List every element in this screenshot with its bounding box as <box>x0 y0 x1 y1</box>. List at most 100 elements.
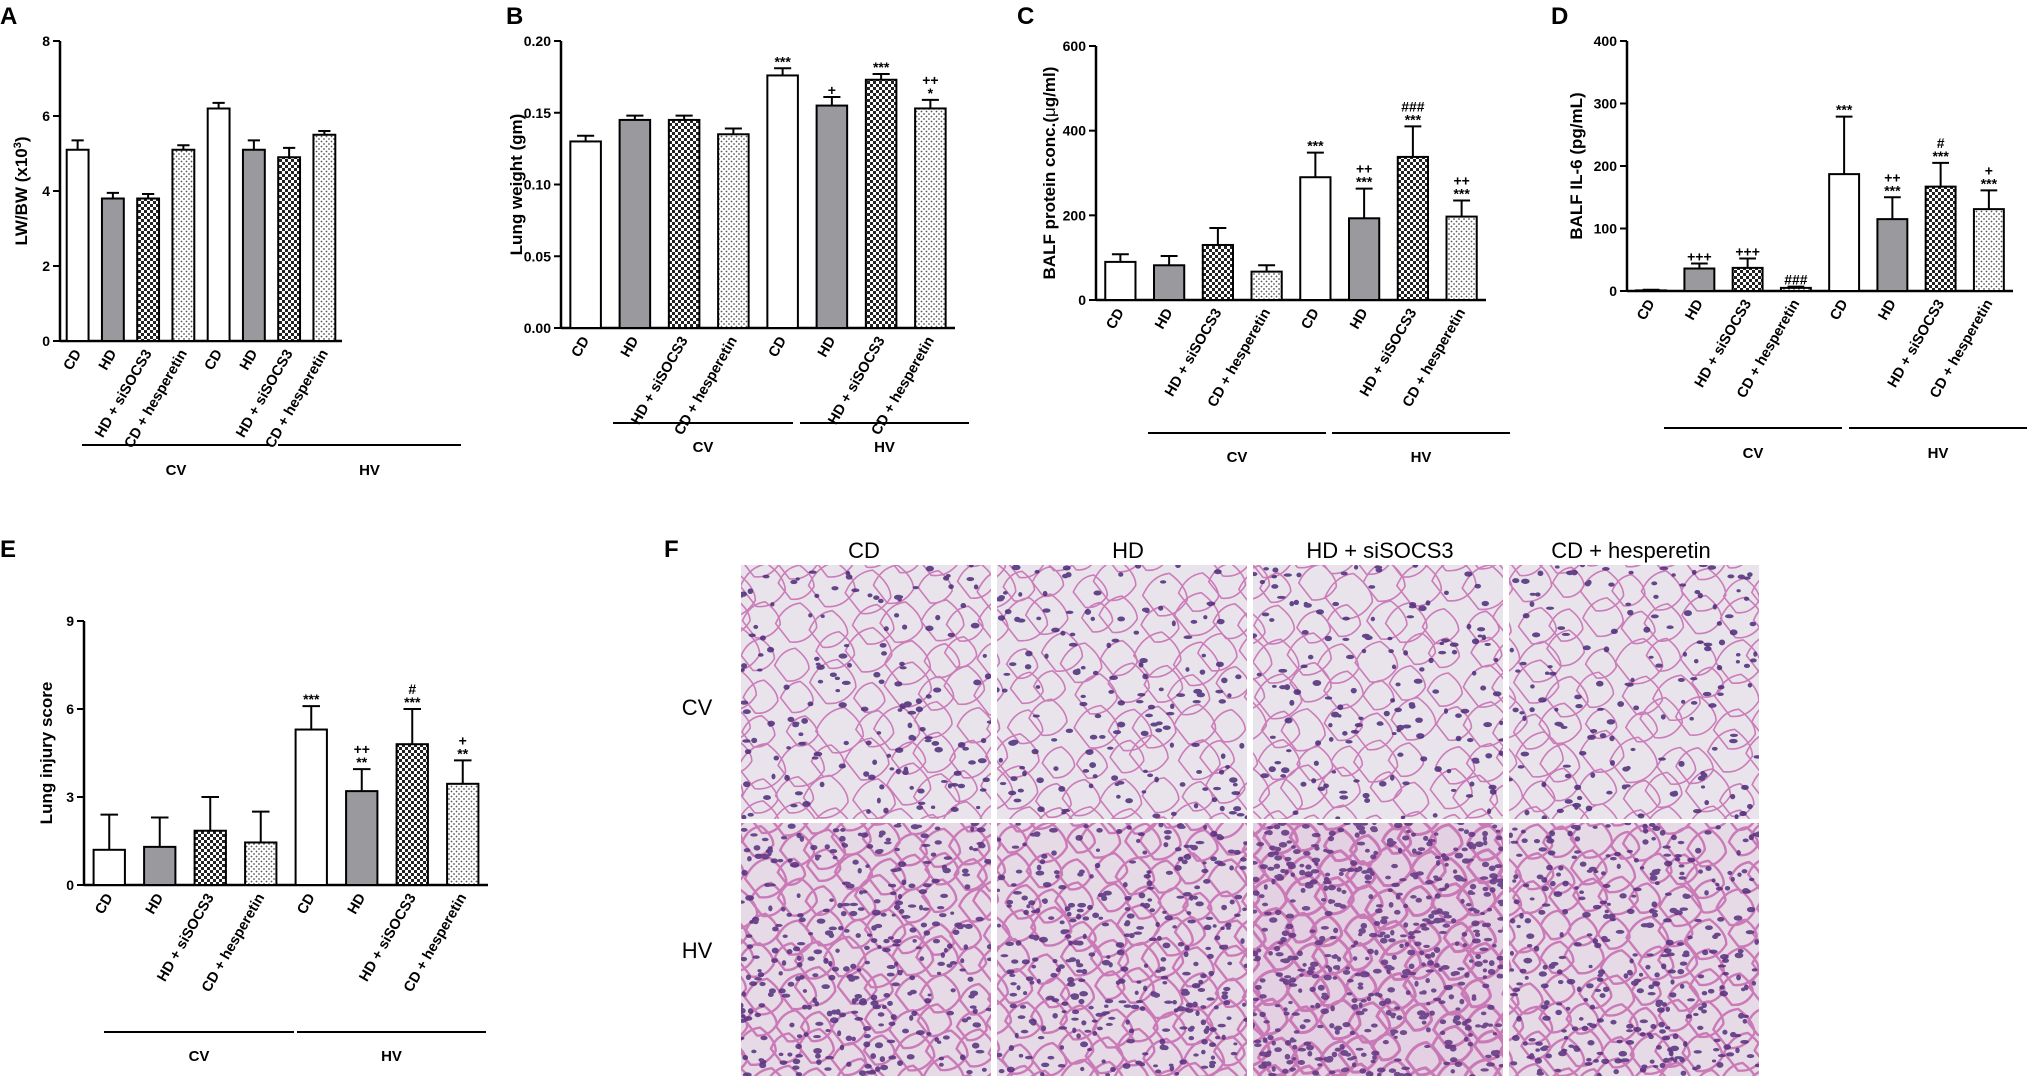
histology-row-label: CV <box>682 695 713 720</box>
y-tick-label: 0.05 <box>524 248 551 264</box>
bar <box>171 148 196 342</box>
x-tick-label: HD <box>237 347 261 373</box>
micrograph-grid <box>741 565 1759 1076</box>
bar <box>1104 260 1137 301</box>
alveolar-walls <box>741 823 991 1076</box>
x-tick-label: HD <box>1876 297 1900 323</box>
y-tick-label: 9 <box>66 613 74 629</box>
bar <box>1299 176 1332 302</box>
group-label: CV <box>166 462 187 479</box>
micrograph-tile <box>741 565 991 819</box>
x-tick-label: CD <box>92 891 116 917</box>
bar <box>569 140 602 329</box>
x-tick-label: CD <box>1827 297 1851 323</box>
tissue-texture <box>741 823 991 1076</box>
tissue-texture <box>741 565 991 819</box>
group-label: HV <box>1928 445 1949 462</box>
x-tick-label: CD <box>294 891 318 917</box>
alveolar-walls <box>997 823 1247 1076</box>
significance-marker: *** <box>1932 148 1949 164</box>
significance-marker: *** <box>1836 102 1853 118</box>
micrograph-tile <box>1509 823 1759 1076</box>
nuclei <box>741 565 991 819</box>
x-tick-label: HD <box>345 891 369 917</box>
tissue-texture <box>997 823 1247 1076</box>
y-tick-label: 200 <box>1594 158 1618 174</box>
significance-marker: *** <box>1981 175 1998 191</box>
bar <box>136 197 161 342</box>
bar <box>277 156 302 342</box>
bar <box>244 841 278 887</box>
significance-marker: *** <box>873 59 890 75</box>
y-tick-label: 300 <box>1594 96 1618 112</box>
significance-marker: ++ <box>1884 169 1900 185</box>
y-tick-label: 400 <box>1063 123 1087 139</box>
histology-column-header: HD <box>1112 538 1144 563</box>
significance-marker: *** <box>303 691 320 707</box>
bar <box>1396 155 1429 301</box>
nuclei <box>1253 823 1503 1076</box>
significance-marker: + <box>828 82 836 98</box>
bar <box>1250 270 1283 301</box>
significance-marker: *** <box>1307 138 1324 154</box>
y-axis-label: Lung weight (gm) <box>507 114 526 256</box>
significance-marker: *** <box>774 53 791 69</box>
bar <box>193 829 227 887</box>
panel-label-E: E <box>0 536 16 563</box>
bar <box>1445 215 1478 301</box>
bar <box>1876 218 1909 292</box>
x-tick-label: CD <box>1299 306 1323 332</box>
y-tick-label: 100 <box>1594 221 1618 237</box>
group-label: CV <box>1227 449 1248 466</box>
x-tick-label: CD <box>61 347 85 373</box>
inflammatory-tint <box>997 823 1247 1076</box>
bar <box>241 148 266 342</box>
inflammatory-tint <box>1253 823 1503 1076</box>
y-tick-label: 400 <box>1594 33 1618 49</box>
y-tick-label: 0.15 <box>524 105 551 121</box>
bar <box>717 133 750 329</box>
nuclei <box>997 565 1247 819</box>
significance-marker: *** <box>1884 182 1901 198</box>
group-label: CV <box>189 1048 210 1065</box>
histology-row-label: HV <box>682 938 713 963</box>
bar <box>92 848 126 886</box>
tissue-texture <box>1509 823 1759 1076</box>
y-axis-label: BALF protein conc.(μg/ml) <box>1040 67 1059 280</box>
micrograph-tile <box>1509 565 1759 819</box>
group-label: HV <box>1411 449 1432 466</box>
nuclei <box>997 823 1247 1076</box>
histology-column-header: CD + hesperetin <box>1551 538 1711 563</box>
x-tick-label: CD <box>202 347 226 373</box>
bar <box>1153 264 1186 301</box>
significance-marker: ### <box>1401 98 1425 114</box>
group-label: HV <box>359 462 380 479</box>
x-tick-label: HD <box>1152 306 1176 332</box>
bar <box>1683 267 1716 292</box>
group-label: CV <box>1743 445 1764 462</box>
x-tick-label: HD <box>618 334 642 360</box>
bar <box>914 107 947 329</box>
y-axis-label: Lung injury score <box>37 682 56 825</box>
tissue-texture <box>1509 565 1759 819</box>
y-tick-label: 0.00 <box>524 320 551 336</box>
y-tick-label: 0 <box>1078 292 1086 308</box>
x-tick-label: CD <box>1634 297 1658 323</box>
y-tick-label: 3 <box>66 789 74 805</box>
y-axis-label: LW/BW (x103) <box>12 136 31 245</box>
bar <box>100 197 125 342</box>
significance-marker: *** <box>1453 186 1470 202</box>
bar <box>864 78 898 330</box>
significance-marker: ++ <box>1453 173 1469 189</box>
histology-column-header: HD + siSOCS3 <box>1306 538 1453 563</box>
tissue-texture <box>1253 565 1503 819</box>
x-tick-label: CD <box>766 334 790 360</box>
panel-label-C: C <box>1017 3 1034 30</box>
y-axis-label: BALF IL-6 (pg/mL) <box>1567 92 1586 239</box>
bar <box>65 148 90 342</box>
y-tick-label: 2 <box>42 258 50 274</box>
bar <box>206 107 231 342</box>
